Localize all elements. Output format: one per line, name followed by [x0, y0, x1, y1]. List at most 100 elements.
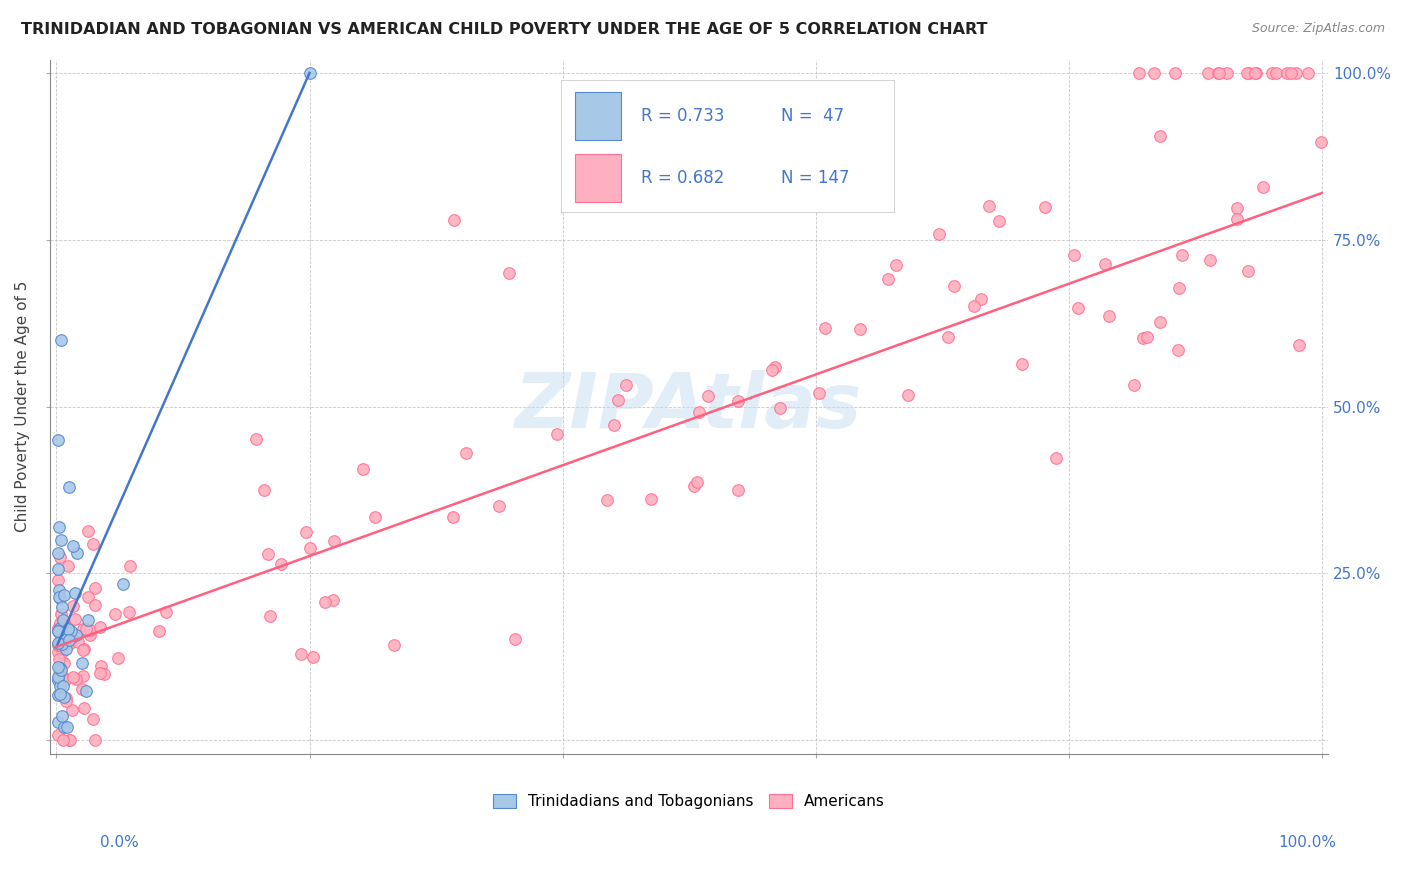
Point: [1208, 66, 1230, 80]
Point: [155, 606, 177, 620]
Point: [46, 624, 69, 638]
Point: [65, 612, 87, 626]
Point: [51, 637, 73, 651]
Point: [82, 537, 104, 551]
Point: [65, 628, 87, 642]
Point: [65, 586, 87, 600]
Point: [75, 683, 97, 698]
Point: [977, 199, 1000, 213]
Point: [1197, 66, 1219, 80]
Point: [727, 394, 749, 409]
Point: [72, 622, 94, 636]
Point: [79, 624, 101, 638]
Point: [52, 679, 75, 693]
Point: [51, 663, 73, 677]
Point: [72, 642, 94, 657]
Point: [877, 272, 900, 286]
Point: [1171, 248, 1194, 262]
Point: [1226, 202, 1249, 216]
Point: [814, 320, 837, 334]
Point: [456, 446, 478, 460]
Point: [290, 647, 312, 661]
Point: [48, 549, 70, 564]
Point: [48, 616, 70, 631]
Point: [1244, 66, 1267, 80]
Point: [603, 418, 626, 433]
Point: [1094, 257, 1116, 271]
Text: TRINIDADIAN AND TOBAGONIAN VS AMERICAN CHILD POVERTY UNDER THE AGE OF 5 CORRELAT: TRINIDADIAN AND TOBAGONIAN VS AMERICAN C…: [21, 22, 987, 37]
Point: [60, 633, 83, 648]
Point: [46, 728, 69, 742]
Point: [60, 632, 83, 646]
Text: ZIPAtlas: ZIPAtlas: [516, 369, 863, 443]
Point: [298, 66, 321, 80]
Point: [49, 591, 72, 606]
Point: [59, 624, 82, 638]
Point: [382, 638, 405, 652]
Point: [46, 624, 69, 638]
Point: [1285, 66, 1308, 80]
Point: [48, 673, 70, 688]
Point: [769, 401, 792, 415]
Point: [443, 212, 465, 227]
Point: [89, 666, 111, 681]
Point: [46, 645, 69, 659]
Point: [259, 608, 281, 623]
Point: [118, 559, 141, 574]
Point: [48, 621, 70, 635]
Point: [53, 587, 76, 601]
Legend: Trinidadians and Tobagonians, Americans: Trinidadians and Tobagonians, Americans: [486, 788, 891, 815]
Point: [46, 433, 69, 447]
Point: [82, 712, 104, 726]
Point: [48, 667, 70, 681]
Point: [49, 607, 72, 621]
Point: [596, 492, 619, 507]
Point: [1279, 66, 1302, 80]
Point: [60, 703, 83, 717]
Point: [46, 562, 69, 576]
Point: [46, 660, 69, 674]
Point: [1067, 301, 1090, 315]
Point: [55, 641, 77, 656]
Point: [1143, 66, 1166, 80]
Point: [49, 533, 72, 547]
Point: [93, 667, 115, 681]
Point: [1167, 343, 1189, 358]
Point: [76, 524, 98, 538]
Point: [49, 680, 72, 694]
Point: [488, 499, 510, 513]
Point: [48, 519, 70, 533]
Point: [46, 715, 69, 730]
Point: [48, 638, 70, 652]
Point: [46, 669, 69, 683]
Point: [58, 480, 80, 494]
Point: [808, 385, 831, 400]
Point: [65, 672, 87, 686]
Point: [111, 577, 134, 591]
Point: [49, 333, 72, 347]
Point: [1035, 200, 1057, 214]
Point: [53, 619, 76, 633]
Point: [1275, 66, 1298, 80]
Point: [1149, 128, 1171, 143]
Point: [546, 426, 568, 441]
Point: [48, 590, 70, 604]
Point: [1260, 66, 1282, 80]
Point: [962, 299, 984, 313]
Point: [58, 733, 80, 747]
Point: [46, 635, 69, 649]
Point: [763, 359, 786, 374]
Point: [70, 657, 93, 671]
Point: [1288, 338, 1310, 352]
Point: [1149, 315, 1171, 329]
Point: [55, 694, 77, 708]
Point: [51, 635, 73, 649]
Point: [1251, 180, 1274, 194]
Point: [1164, 66, 1187, 80]
Point: [52, 613, 75, 627]
Point: [849, 322, 872, 336]
Point: [76, 591, 98, 605]
Point: [52, 656, 75, 670]
Point: [83, 733, 105, 747]
Point: [314, 595, 336, 609]
